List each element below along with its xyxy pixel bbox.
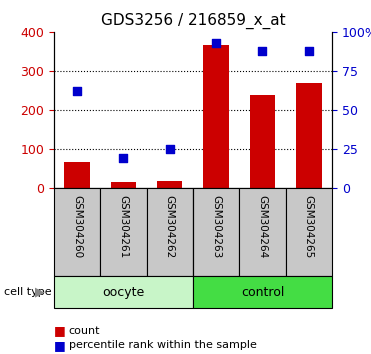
Text: cell type: cell type: [4, 287, 51, 297]
Bar: [100, 188, 147, 276]
Bar: [64, 162, 90, 188]
Point: [167, 146, 173, 152]
Text: GSM304264: GSM304264: [257, 195, 267, 258]
Point: [306, 48, 312, 53]
Bar: [111, 182, 136, 188]
Text: ■: ■: [54, 339, 66, 352]
Text: GSM304260: GSM304260: [72, 195, 82, 258]
Bar: [147, 188, 193, 276]
Bar: [250, 95, 275, 188]
Text: GSM304263: GSM304263: [211, 195, 221, 258]
Bar: [193, 188, 239, 276]
Point: [74, 88, 80, 94]
Text: GSM304261: GSM304261: [118, 195, 128, 258]
Text: oocyte: oocyte: [102, 286, 144, 298]
Bar: [54, 188, 100, 276]
Point: [120, 155, 126, 161]
Point: [213, 40, 219, 46]
Bar: [286, 188, 332, 276]
Bar: [203, 46, 229, 188]
Bar: [193, 276, 332, 308]
Text: ■: ■: [54, 325, 66, 337]
Bar: [239, 188, 286, 276]
Text: percentile rank within the sample: percentile rank within the sample: [69, 340, 256, 350]
Text: ▶: ▶: [35, 286, 45, 298]
Point: [259, 48, 265, 53]
Text: GSM304265: GSM304265: [304, 195, 314, 258]
Text: count: count: [69, 326, 100, 336]
Bar: [157, 181, 183, 188]
Text: GSM304262: GSM304262: [165, 195, 175, 258]
Title: GDS3256 / 216859_x_at: GDS3256 / 216859_x_at: [101, 13, 285, 29]
Text: control: control: [241, 286, 284, 298]
Bar: [296, 83, 322, 188]
Bar: [54, 276, 193, 308]
